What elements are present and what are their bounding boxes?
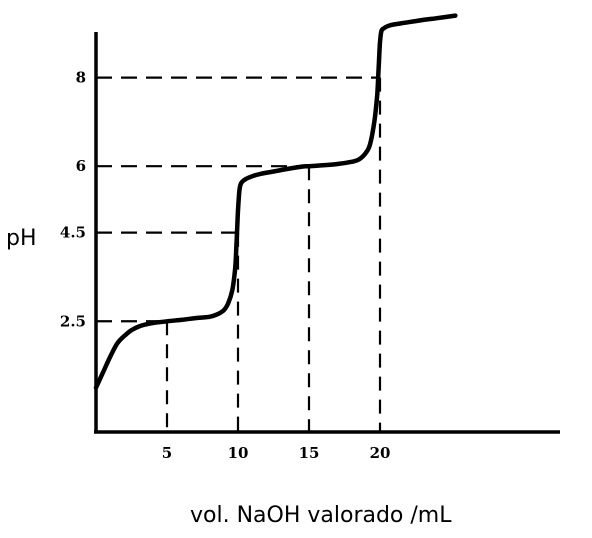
- series-layer: [93, 13, 458, 390]
- y-tick-label: 6: [76, 157, 86, 175]
- x-axis-label: vol. NaOH valorado /mL: [190, 503, 452, 528]
- y-tick-labels: 2.5 4.5 6 8: [60, 69, 86, 331]
- x-tick-label: 15: [299, 444, 320, 462]
- y-tick-label: 4.5: [60, 224, 86, 242]
- x-tick-label: 20: [370, 444, 391, 462]
- titration-curve: [93, 13, 458, 390]
- y-tick-label: 2.5: [60, 312, 86, 330]
- x-tick-label: 5: [162, 444, 172, 462]
- x-tick-label: 10: [228, 444, 249, 462]
- y-axis-label: pH: [6, 226, 37, 251]
- y-tick-label: 8: [76, 69, 86, 87]
- x-tick-labels: 5 10 15 20: [162, 444, 391, 462]
